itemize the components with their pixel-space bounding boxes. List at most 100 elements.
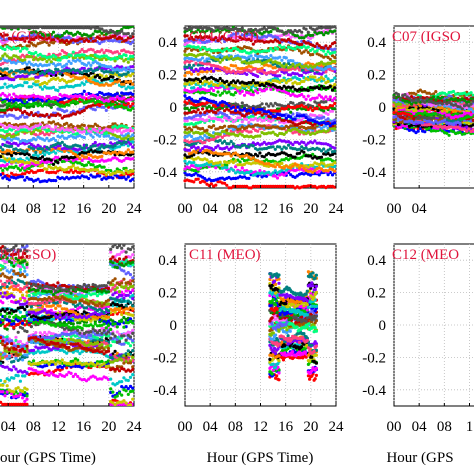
data-point	[27, 85, 31, 89]
data-point	[117, 145, 122, 149]
data-point	[120, 37, 124, 41]
data-point	[31, 104, 36, 109]
data-point	[115, 57, 119, 61]
data-point	[131, 177, 135, 181]
data-point	[319, 127, 324, 131]
data-point	[14, 164, 18, 168]
data-point	[65, 121, 69, 125]
data-point	[273, 174, 277, 178]
data-point	[203, 110, 207, 115]
data-point	[269, 102, 273, 106]
data-point	[117, 79, 122, 83]
data-point	[205, 131, 209, 135]
data-point	[264, 87, 269, 91]
data-point	[7, 93, 11, 97]
data-point	[187, 166, 191, 170]
data-point	[264, 116, 269, 120]
data-point	[220, 141, 224, 145]
data-point	[5, 167, 9, 171]
data-point	[7, 26, 11, 30]
data-point	[209, 86, 213, 90]
data-point	[229, 139, 233, 144]
data-point	[131, 145, 135, 149]
data-point	[10, 128, 14, 132]
data-point	[304, 105, 308, 109]
data-point	[10, 171, 14, 175]
data-point	[78, 176, 82, 180]
data-point	[69, 168, 73, 172]
data-point	[284, 56, 288, 60]
data-point	[87, 160, 91, 164]
data-point	[300, 103, 304, 107]
data-point	[82, 89, 86, 93]
data-point	[251, 107, 255, 111]
data-point	[205, 135, 209, 139]
data-point	[89, 153, 93, 157]
data-point	[234, 108, 238, 113]
data-point	[122, 82, 126, 86]
data-point	[10, 26, 14, 30]
data-point	[284, 116, 288, 120]
data-point	[29, 169, 33, 173]
data-point	[23, 109, 27, 114]
data-point	[256, 91, 260, 95]
data-point	[242, 114, 247, 118]
data-point	[289, 73, 293, 77]
data-point	[25, 81, 29, 85]
data-point	[196, 167, 200, 171]
data-point	[293, 140, 297, 144]
data-point	[185, 65, 189, 69]
data-point	[128, 74, 133, 78]
data-point	[5, 95, 9, 99]
data-point	[267, 110, 271, 114]
panel-title: 1 (GEO)	[0, 29, 52, 45]
data-point	[10, 84, 14, 88]
data-point	[10, 150, 14, 155]
data-point	[275, 176, 280, 180]
data-point	[40, 163, 45, 168]
data-point	[82, 66, 86, 70]
data-point	[319, 72, 324, 76]
data-point	[240, 120, 244, 124]
data-point	[205, 158, 209, 162]
data-point	[220, 135, 224, 139]
data-point	[25, 95, 29, 99]
data-point	[300, 85, 304, 90]
data-point	[104, 172, 108, 176]
data-point	[91, 48, 95, 52]
data-point	[231, 168, 235, 172]
data-point	[93, 122, 97, 126]
data-point	[80, 47, 84, 52]
data-point	[187, 57, 191, 61]
data-point	[113, 34, 117, 38]
data-point	[93, 75, 97, 79]
data-point	[18, 168, 22, 172]
data-point	[242, 162, 247, 166]
data-point	[278, 80, 282, 84]
data-point	[229, 154, 233, 158]
data-point	[10, 47, 14, 51]
data-point	[300, 92, 304, 97]
data-point	[29, 85, 33, 89]
data-point	[82, 151, 86, 155]
data-point	[196, 146, 200, 150]
data-point	[45, 167, 49, 171]
data-point	[0, 97, 3, 101]
data-point	[0, 145, 3, 149]
data-point	[12, 92, 16, 96]
data-point	[297, 166, 302, 170]
data-point	[34, 26, 38, 30]
data-point	[297, 81, 302, 86]
data-point	[183, 159, 187, 163]
data-point	[328, 144, 332, 148]
data-point	[319, 167, 324, 171]
data-point	[126, 31, 130, 36]
data-point	[236, 105, 240, 109]
data-point	[95, 129, 100, 133]
data-point	[76, 26, 80, 30]
data-point	[12, 72, 16, 76]
data-point	[128, 79, 133, 83]
data-point	[304, 97, 308, 101]
data-point	[212, 119, 216, 123]
